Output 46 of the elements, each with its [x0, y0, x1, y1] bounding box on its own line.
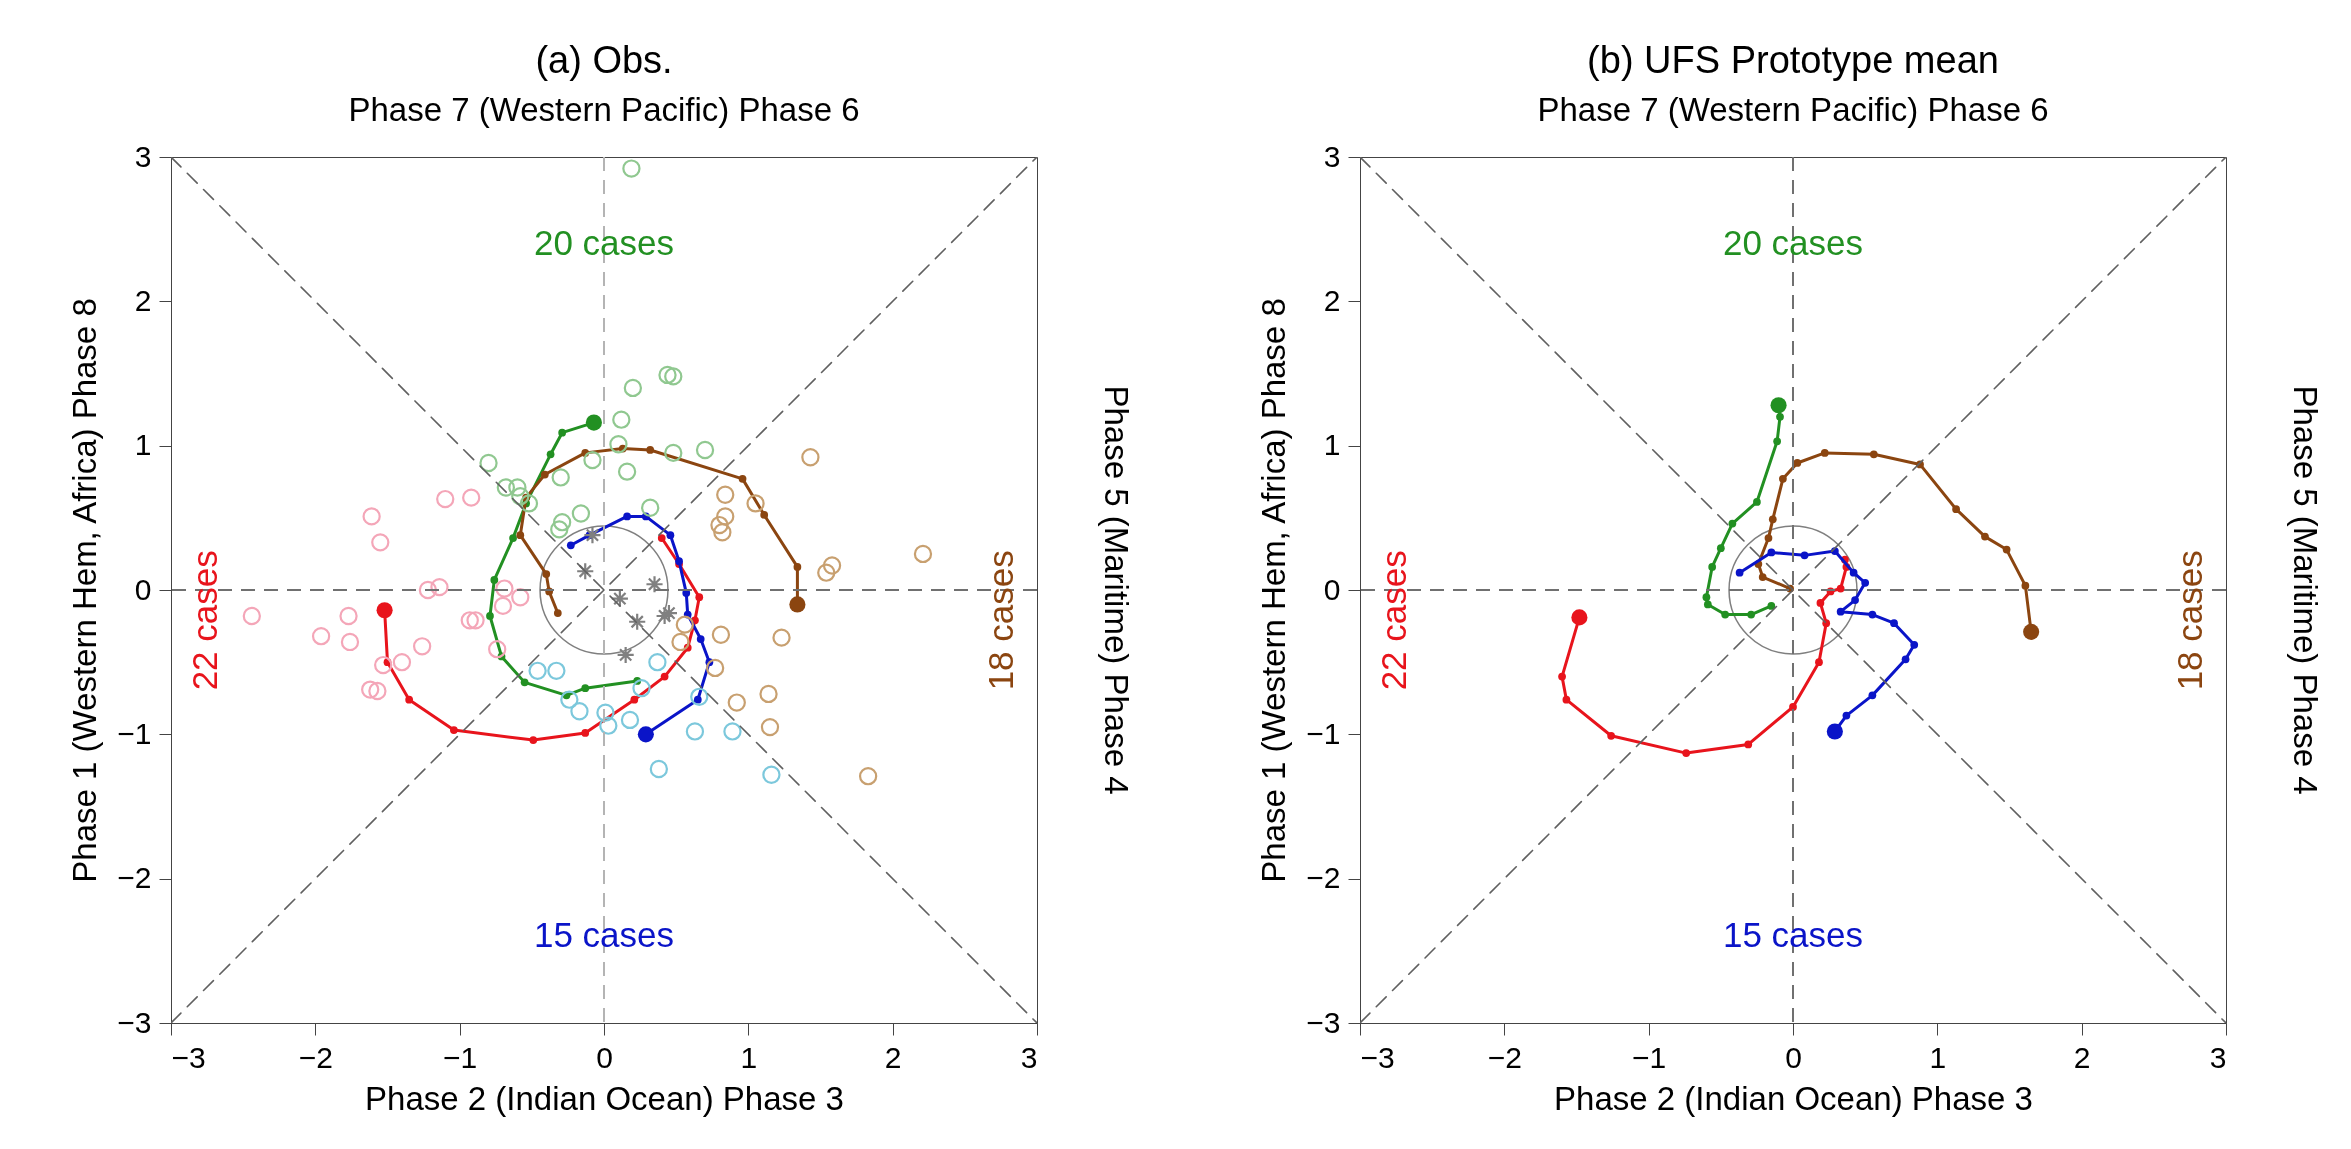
annotation: 22 cases [184, 550, 224, 691]
x2-axis-title: Phase 7 (Western Pacific) Phase 6 [1537, 91, 2049, 128]
x-tick-label: −3 [1360, 1040, 1395, 1074]
x-tick-label: 2 [2073, 1040, 2091, 1074]
annotation: 15 cases [1722, 915, 1864, 955]
x-tick-label: −1 [443, 1040, 478, 1074]
x-tick-label: −1 [1632, 1040, 1667, 1074]
y-tick-label: −3 [117, 1005, 152, 1039]
annotation: 18 cases [2170, 550, 2210, 691]
x-tick-label: 1 [1929, 1040, 1947, 1074]
annotation: 18 cases [981, 550, 1021, 691]
chart-title: (a) Obs. [535, 39, 673, 81]
x-axis-title: Phase 2 (Indian Ocean) Phase 3 [1554, 1079, 2033, 1117]
x-tick-label: 3 [1020, 1040, 1038, 1074]
x-tick-label: 2 [884, 1040, 902, 1074]
x-tick-label: 3 [2209, 1040, 2227, 1074]
y-tick-label: 2 [134, 283, 152, 317]
x-tick-label: −2 [1487, 1040, 1522, 1074]
y-axis-title: Phase 1 (Western Hem, Africa) Phase 8 [1255, 298, 1293, 883]
x-tick-label: −2 [298, 1040, 333, 1074]
annotation: 20 cases [1722, 222, 1864, 262]
y2-axis-title: Phase 5 (Maritime) Phase 4 [1097, 385, 1135, 795]
x2-axis-title: Phase 7 (Western Pacific) Phase 6 [348, 91, 860, 128]
y-tick-label: 1 [134, 428, 152, 462]
y-tick-label: 0 [1323, 572, 1341, 606]
y-tick-label: 3 [134, 139, 152, 173]
x-tick-label: −3 [171, 1040, 206, 1074]
y-tick-label: −3 [1306, 1005, 1341, 1039]
y2-axis-title: Phase 5 (Maritime) Phase 4 [2286, 385, 2324, 795]
x-tick-label: 0 [596, 1040, 613, 1074]
y-tick-label: −2 [117, 861, 152, 895]
x-tick-label: 0 [1785, 1040, 1802, 1074]
y-tick-label: −1 [1306, 716, 1341, 750]
y-tick-label: 3 [1323, 139, 1341, 173]
y-tick-label: −2 [1306, 861, 1341, 895]
y-axis-title: Phase 1 (Western Hem, Africa) Phase 8 [66, 298, 104, 883]
annotation: 22 cases [1373, 550, 1413, 691]
x-axis-title: Phase 2 (Indian Ocean) Phase 3 [365, 1079, 844, 1117]
chart-title: (b) UFS Prototype mean [1587, 39, 1999, 81]
y-tick-label: 2 [1323, 283, 1341, 317]
annotation: 15 cases [533, 915, 675, 955]
annotation: 20 cases [533, 222, 675, 262]
y-tick-label: 1 [1323, 428, 1341, 462]
y-tick-label: −1 [117, 716, 152, 750]
x-tick-label: 1 [740, 1040, 758, 1074]
y-tick-label: 0 [134, 572, 152, 606]
